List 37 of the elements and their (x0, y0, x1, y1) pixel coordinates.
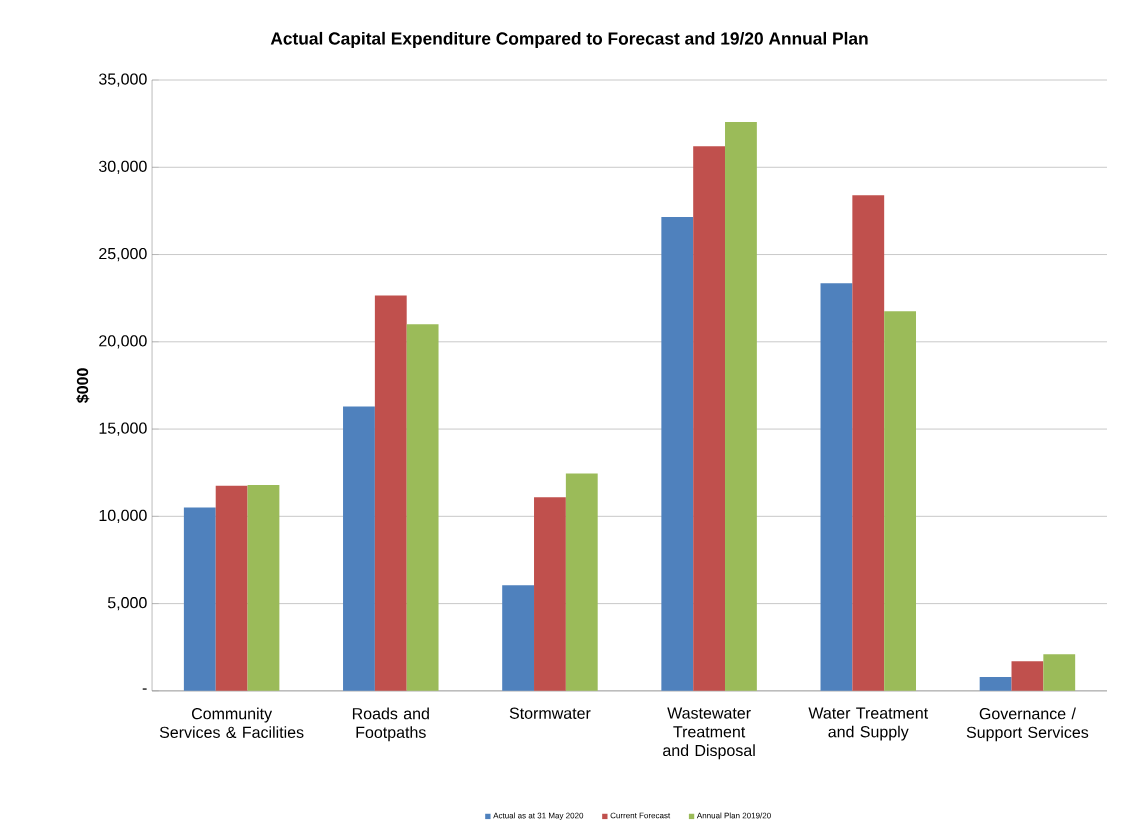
bar (820, 283, 853, 691)
bar (215, 485, 248, 691)
y-tick-label: - (142, 688, 147, 690)
legend-label: Annual Plan 2019/20 (696, 812, 771, 819)
y-tick-label: 20,000 (99, 335, 147, 349)
bar (247, 484, 280, 691)
bar (884, 311, 917, 691)
bar (406, 324, 439, 691)
y-tick-label: 10,000 (99, 509, 147, 523)
x-tick-label: Governance / Support Services (966, 707, 1089, 742)
y-tick-label: 25,000 (99, 247, 147, 262)
y-tick-label: 30,000 (98, 160, 147, 174)
legend-label: Actual as at 31 May 2020 (493, 812, 584, 821)
y-tick-label: 15,000 (99, 422, 147, 436)
x-tick-label: Community Services & Facilities (159, 707, 304, 739)
bar (979, 676, 1012, 691)
bar (565, 473, 598, 691)
x-tick-label: Roads and Footpaths (352, 707, 429, 742)
x-tick-label: Stormwater (509, 707, 591, 719)
chart-title: Actual Capital Expenditure Compared to Forecast and 19/20 Annual Plan (270, 31, 868, 49)
bar (374, 295, 407, 691)
x-tick-label: Water Treatment and Supply (808, 707, 929, 741)
bar (852, 195, 885, 691)
bar (343, 406, 375, 691)
y-tick-label: 35,000 (98, 73, 147, 87)
bar (725, 121, 757, 691)
bar (1043, 654, 1076, 691)
y-tick-label: 5,000 (107, 597, 147, 611)
bar (534, 497, 566, 691)
x-tick-label: Wastewater Treatment and Disposal (663, 707, 755, 760)
bar (661, 217, 694, 691)
bar (1011, 661, 1044, 691)
y-axis-title: $000 (76, 368, 90, 404)
bar (693, 146, 726, 691)
bar (183, 507, 216, 691)
bar (502, 585, 535, 691)
legend-label: Current Forecast (610, 812, 671, 819)
